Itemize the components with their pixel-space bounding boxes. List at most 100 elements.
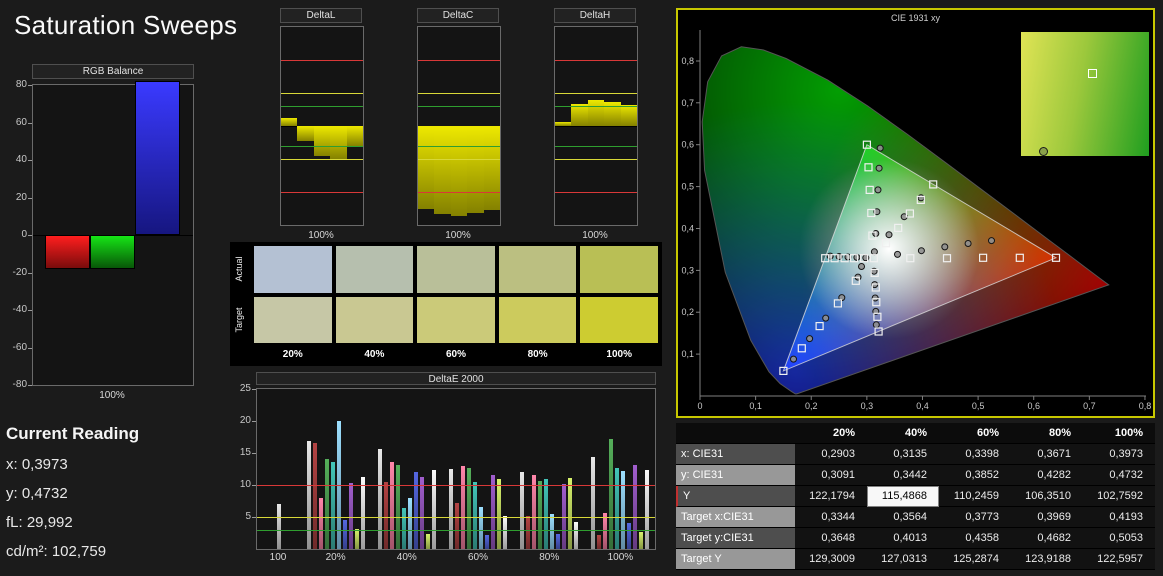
reading-line: y: 0,4732 [6,485,68,502]
table-cell[interactable]: 0,3564 [867,507,939,528]
deltae-bar [490,475,495,549]
deltae-bar [448,469,453,549]
table-cell[interactable]: 106,3510 [1011,486,1083,507]
rgb-axis-tickmark [28,385,32,386]
deltae-bar [620,470,625,549]
table-cell[interactable]: 0,3671 [1011,444,1083,465]
rgb-axis-tickmark [28,272,32,274]
table-cell[interactable]: 0,3135 [867,444,939,465]
cie-x-tick: 0,4 [916,401,929,411]
table-cell[interactable]: 0,3648 [795,528,867,549]
table-cell[interactable]: 122,1794 [795,486,867,507]
delta-chart-deltac: DeltaC 151050-5-10-15 100% [389,8,507,241]
table-cell[interactable]: 122,5957 [1083,549,1155,570]
rgb-axis-tick: -40 [12,304,27,315]
reading-line: x: 0,3973 [6,456,68,473]
table-cell[interactable]: 102,7592 [1083,486,1155,507]
table-cell[interactable]: 0,3773 [939,507,1011,528]
deltae-bar [555,534,560,549]
table-cell[interactable]: 0,5053 [1083,528,1155,549]
swatch-corner [234,347,250,362]
table-cell[interactable]: 0,4193 [1083,507,1155,528]
deltae-group-label: 100 [269,552,287,563]
table-cell[interactable]: 0,3969 [1011,507,1083,528]
table-cell[interactable]: 123,9188 [1011,549,1083,570]
deltae-bar [525,515,530,549]
deltae-bar [626,522,631,549]
table-cell[interactable]: 0,4013 [867,528,939,549]
cie-zoom-inset [1021,32,1149,157]
delta-bar [604,101,621,126]
delta-chart-plot: 151050-5-10-15 [554,26,638,226]
deltae-bar [596,534,601,549]
table-cell[interactable]: 127,0313 [867,549,939,570]
rgb-bar-blue [135,81,180,235]
cie-chart-panel: CIE 1931 xy 0 0,1 0,2 0,3 0,4 0,5 0,6 0,7 0,8 0,1… [676,8,1155,418]
deltae-axis-tick: 25 [239,383,251,394]
table-col-header: 80% [1011,423,1083,444]
deltae-bar [537,480,542,549]
cie-chart-title: CIE 1931 xy [890,13,941,23]
deltae-bar [307,441,312,549]
deltae-bar [378,449,383,549]
table-cell[interactable]: 0,3398 [939,444,1011,465]
deltae-bar [531,474,536,549]
rgb-bar-green [90,235,135,269]
delta-bar [620,104,637,126]
deltae-bar [426,534,431,549]
table-cell[interactable]: 0,3344 [795,507,867,528]
deltae-bar [466,468,471,549]
cie-x-tick: 0,5 [972,401,985,411]
cie-y-tick: 0,2 [681,307,694,317]
swatch-actual-80% [498,246,577,293]
swatch-col-label: 20% [282,349,303,360]
deltae-bar [573,522,578,549]
limit-line [555,106,637,108]
rgb-balance-title: RGB Balance [32,64,194,79]
table-corner [676,423,795,444]
deltae-group-100% [584,389,655,549]
limit-line [281,159,363,160]
limit-line [555,159,637,160]
rgb-axis-tick: 40 [15,154,27,165]
delta-x-label: 100% [582,230,608,241]
swatch-col-label: 60% [445,349,466,360]
rgb-axis-tick: 80 [15,79,27,90]
table-cell[interactable]: 0,4282 [1011,465,1083,486]
rgb-axis-tickmark [28,122,32,124]
delta-chart-plot: 151050-5-10-15 [280,26,364,226]
table-cell[interactable]: 0,4358 [939,528,1011,549]
deltae-group-label: 60% [468,552,489,563]
deltae-bar [408,498,413,549]
rgb-axis-tickmark [28,197,32,199]
table-cell[interactable]: 0,2903 [795,444,867,465]
table-cell[interactable]: 0,3852 [939,465,1011,486]
table-cell[interactable]: 129,3009 [795,549,867,570]
cie-x-tick: 0,1 [749,401,762,411]
limit-line [418,106,500,108]
deltae-group-label: 100% [607,552,634,563]
delta-chart-plot: 151050-5-10-15 [417,26,501,226]
table-cell[interactable]: 0,3973 [1083,444,1155,465]
rgb-axis-tick: -80 [12,379,27,390]
table-cell[interactable]: 110,2459 [939,486,1011,507]
table-cell[interactable]: 125,2874 [939,549,1011,570]
table-cell[interactable]: 0,3091 [795,465,867,486]
swatch-target-60% [417,296,495,343]
deltae-bar [319,498,324,549]
current-reading-lines: x: 0,3973 y: 0,4732 fL: 29,992 cd/m²: 102,7… [6,456,226,560]
rgb-axis-tick: -20 [12,266,27,278]
cie-y-tick: 0,4 [681,224,694,234]
table-cell[interactable]: 0,4682 [1011,528,1083,549]
rgb-bar-red [45,235,90,269]
deltae-bar [384,482,389,549]
deltae-bar [390,461,395,549]
table-row-label: Target Y [676,549,795,570]
deltae-axis-tick: 10 [239,479,251,490]
swatch-target-20% [254,296,332,343]
delta-bar [434,126,451,215]
table-cell[interactable]: 0,4732 [1083,465,1155,486]
table-cell[interactable]: 0,3442 [867,465,939,486]
table-cell[interactable]: 115,4868 [867,486,939,507]
deltae-axis-tick: 20 [239,415,251,426]
